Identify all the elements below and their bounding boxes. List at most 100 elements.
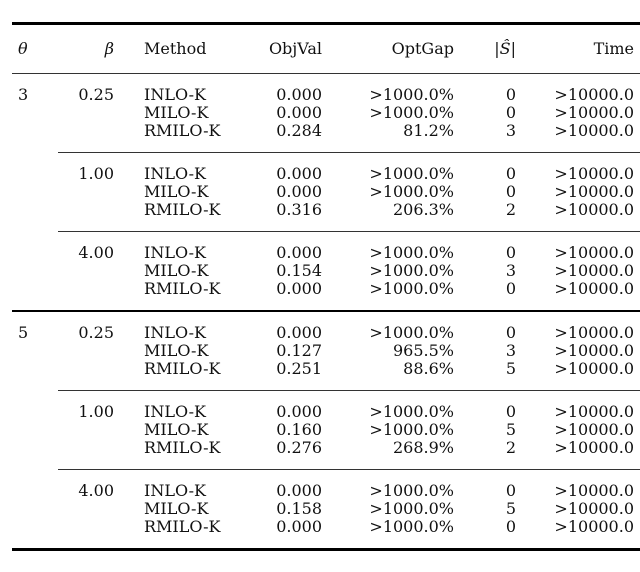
optgap-cell: >1000.0%	[369, 261, 454, 280]
time-cell: >10000.0	[554, 103, 634, 122]
table-row: RMILO-K 0.316 206.3% 2 >10000.0	[12, 201, 640, 219]
beta-cell	[58, 262, 120, 280]
optgap-cell: >1000.0%	[369, 279, 454, 298]
time-cell: >10000.0	[554, 481, 634, 500]
theta-cell	[12, 342, 58, 360]
support-size-cell: 0	[505, 85, 516, 104]
table-row: 5 0.25 INLO-K 0.000 >1000.0% 0 >10000.0	[12, 324, 640, 342]
support-size-cell: 0	[505, 517, 516, 536]
table-row: 1.00 INLO-K 0.000 >1000.0% 0 >10000.0	[12, 165, 640, 183]
optgap-cell: >1000.0%	[369, 420, 454, 439]
table-row: 4.00 INLO-K 0.000 >1000.0% 0 >10000.0	[12, 482, 640, 500]
method-cell: RMILO-K	[144, 200, 221, 219]
table-row: MILO-K 0.000 >1000.0% 0 >10000.0	[12, 183, 640, 201]
beta-cell	[58, 518, 120, 536]
time-cell: >10000.0	[554, 359, 634, 378]
spacer-row	[12, 140, 640, 153]
support-size-cell: 3	[505, 121, 516, 140]
theta-cell	[12, 183, 58, 201]
beta-cell: 1.00	[78, 402, 114, 421]
support-size-cell: 0	[505, 103, 516, 122]
time-cell: >10000.0	[554, 200, 634, 219]
spacer-row	[12, 298, 640, 311]
time-cell: >10000.0	[554, 402, 634, 421]
table-row: RMILO-K 0.000 >1000.0% 0 >10000.0	[12, 280, 640, 298]
spacer-row	[12, 536, 640, 551]
method-cell: RMILO-K	[144, 121, 221, 140]
method-cell: RMILO-K	[144, 517, 221, 536]
objval-cell: 0.000	[276, 402, 322, 421]
time-cell: >10000.0	[554, 438, 634, 457]
objval-cell: 0.276	[276, 438, 322, 457]
method-cell: INLO-K	[144, 243, 207, 262]
optgap-cell: >1000.0%	[369, 243, 454, 262]
beta-cell	[58, 201, 120, 219]
table-row: RMILO-K 0.276 268.9% 2 >10000.0	[12, 439, 640, 457]
time-cell: >10000.0	[554, 121, 634, 140]
method-cell: RMILO-K	[144, 438, 221, 457]
table-row: 1.00 INLO-K 0.000 >1000.0% 0 >10000.0	[12, 403, 640, 421]
method-cell: RMILO-K	[144, 359, 221, 378]
method-cell: INLO-K	[144, 323, 207, 342]
support-size-cell: 0	[505, 402, 516, 421]
table-row: RMILO-K 0.251 88.6% 5 >10000.0	[12, 360, 640, 378]
table-row: MILO-K 0.158 >1000.0% 5 >10000.0	[12, 500, 640, 518]
objval-cell: 0.160	[276, 420, 322, 439]
support-size-cell: 3	[505, 341, 516, 360]
support-size-cell: 2	[505, 200, 516, 219]
beta-cell	[58, 421, 120, 439]
objval-cell: 0.158	[276, 499, 322, 518]
time-cell: >10000.0	[554, 85, 634, 104]
beta-cell: 4.00	[78, 243, 114, 262]
time-cell: >10000.0	[554, 517, 634, 536]
time-cell: >10000.0	[554, 341, 634, 360]
method-cell: MILO-K	[144, 182, 209, 201]
method-cell: INLO-K	[144, 164, 207, 183]
theta-cell	[12, 500, 58, 518]
spacer-row	[12, 469, 640, 482]
method-cell: INLO-K	[144, 481, 207, 500]
spacer-row	[12, 310, 640, 324]
theta-cell	[12, 201, 58, 219]
header-optgap: OptGap	[328, 23, 460, 74]
time-cell: >10000.0	[554, 420, 634, 439]
theta-cell	[12, 244, 58, 262]
beta-cell	[58, 122, 120, 140]
optgap-cell: 81.2%	[403, 121, 454, 140]
support-size-cell: 5	[505, 359, 516, 378]
theta-cell: 3	[18, 85, 29, 104]
method-cell: MILO-K	[144, 420, 209, 439]
optgap-cell: 268.9%	[392, 438, 454, 457]
beta-cell	[58, 104, 120, 122]
support-size-cell: 0	[505, 243, 516, 262]
beta-cell	[58, 439, 120, 457]
theta-cell	[12, 403, 58, 421]
beta-cell	[58, 360, 120, 378]
objval-cell: 0.000	[276, 323, 322, 342]
theta-cell: 5	[18, 323, 29, 342]
optgap-cell: >1000.0%	[369, 164, 454, 183]
time-cell: >10000.0	[554, 182, 634, 201]
method-cell: INLO-K	[144, 402, 207, 421]
table-row: 4.00 INLO-K 0.000 >1000.0% 0 >10000.0	[12, 244, 640, 262]
beta-cell	[58, 342, 120, 360]
table-row: MILO-K 0.154 >1000.0% 3 >10000.0	[12, 262, 640, 280]
optgap-cell: >1000.0%	[369, 481, 454, 500]
optgap-cell: >1000.0%	[369, 517, 454, 536]
time-cell: >10000.0	[554, 279, 634, 298]
theta-cell	[12, 421, 58, 439]
spacer-row	[12, 378, 640, 391]
spacer-row	[12, 152, 640, 165]
header-beta: β	[58, 23, 120, 74]
support-size-cell: 0	[505, 182, 516, 201]
beta-cell	[58, 500, 120, 518]
objval-cell: 0.000	[276, 481, 322, 500]
time-cell: >10000.0	[554, 243, 634, 262]
header-theta: θ	[12, 23, 58, 74]
support-size-cell: 2	[505, 438, 516, 457]
table-row: MILO-K 0.127 965.5% 3 >10000.0	[12, 342, 640, 360]
objval-cell: 0.316	[276, 200, 322, 219]
theta-cell	[12, 439, 58, 457]
objval-cell: 0.251	[276, 359, 322, 378]
objval-cell: 0.000	[276, 164, 322, 183]
